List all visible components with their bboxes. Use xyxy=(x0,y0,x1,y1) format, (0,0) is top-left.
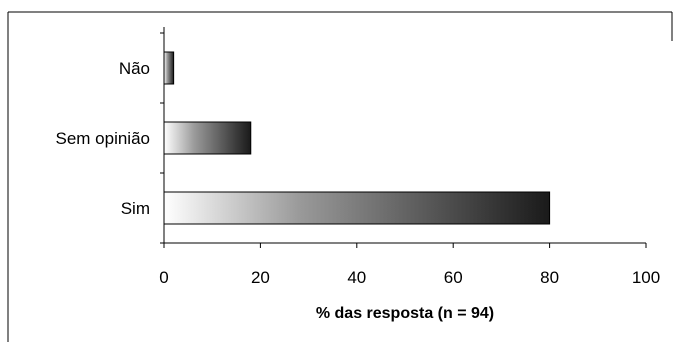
category-label: Sem opinião xyxy=(55,129,150,148)
x-tick-label: 40 xyxy=(347,268,366,287)
labels-layer: Não Sem opinião Sim 0 20 40 60 80 100 xyxy=(55,59,660,287)
bar-não xyxy=(163,51,175,85)
x-tick-label: 100 xyxy=(632,268,660,287)
bar-sem-opinião xyxy=(163,121,252,155)
x-tick-label: 80 xyxy=(540,268,559,287)
x-tick-label: 0 xyxy=(159,268,168,287)
axes-layer xyxy=(160,27,647,248)
x-tick-label: 60 xyxy=(444,268,463,287)
x-tick-label: 20 xyxy=(251,268,270,287)
x-axis-title: % das resposta (n = 94) xyxy=(316,305,494,322)
category-label: Sim xyxy=(121,199,150,218)
bar-sim xyxy=(163,191,551,225)
category-label: Não xyxy=(119,59,150,78)
bars-layer xyxy=(163,51,551,225)
